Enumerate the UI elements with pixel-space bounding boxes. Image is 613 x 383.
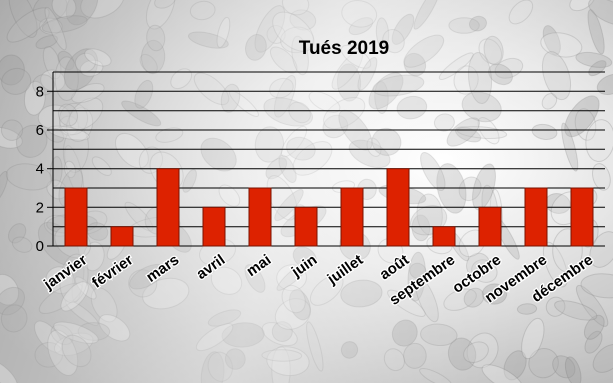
y-axis-ticks: 0 2 4 6 8: [36, 83, 53, 255]
bar-août: [386, 168, 410, 247]
bar-décembre: [570, 187, 594, 247]
bar-octobre: [478, 206, 502, 247]
bar-novembre: [524, 187, 548, 247]
bar-février: [110, 226, 134, 247]
bar-septembre: [432, 226, 456, 247]
y-tick-label: 2: [36, 199, 44, 216]
gridlines: [52, 71, 605, 247]
y-tick-label: 4: [36, 161, 44, 178]
chart-title: Tués 2019: [299, 38, 389, 59]
bar-avril: [202, 206, 226, 247]
y-tick-label: 6: [36, 122, 44, 139]
y-tick-label: 8: [36, 83, 44, 100]
bar-juin: [294, 206, 318, 247]
y-tick-label: 0: [36, 238, 44, 255]
bar-mars: [156, 168, 180, 247]
bar-mai: [248, 187, 272, 247]
bars: [64, 168, 594, 247]
bar-janvier: [64, 187, 88, 247]
bar-juillet: [340, 187, 364, 247]
